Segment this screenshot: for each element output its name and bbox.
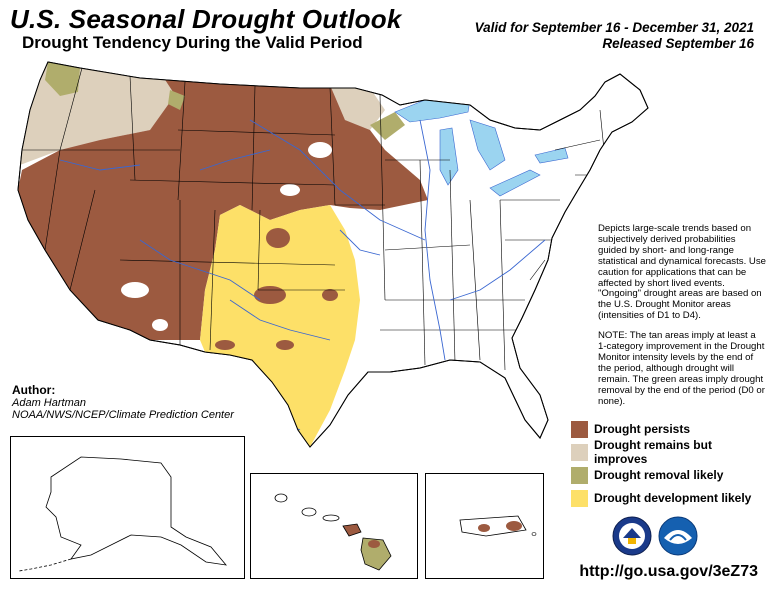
alaska-aleutians: [18, 558, 72, 572]
legend: Drought persists Drought remains but imp…: [571, 420, 768, 512]
rivers: [59, 119, 546, 431]
legend-label-improves: Drought remains but improves: [593, 438, 712, 466]
region-persists-ks-blob: [322, 289, 338, 301]
legend-label-removal: Drought removal likely: [594, 468, 724, 482]
region-development-south-central: [200, 205, 360, 447]
puerto-rico-inset: [425, 473, 544, 579]
author-label: Author:: [12, 383, 56, 397]
state-borders: [20, 67, 606, 371]
puerto-rico-drought-east: [506, 521, 522, 531]
region-none-nebraska: [280, 184, 300, 196]
reference-url[interactable]: http://go.usa.gov/3eZ73: [579, 563, 758, 580]
region-persists-west: [18, 72, 428, 340]
noaa-logo: [612, 516, 652, 556]
alaska-shape: [45, 456, 227, 566]
legend-swatch-removal: [571, 466, 588, 484]
region-improves-north-plains: [330, 85, 385, 130]
hawaii-island-big: [360, 537, 392, 571]
notes-description: Depicts large-scale trends based on subj…: [598, 223, 766, 322]
region-removal-montana: [168, 90, 185, 110]
region-persists-tx-blob: [276, 340, 294, 350]
author-name: Adam Hartman: [12, 396, 86, 409]
hawaii-big-island-drought: [368, 540, 380, 548]
map-subtitle: Drought Tendency During the Valid Period: [22, 33, 363, 52]
lake-ontario: [534, 147, 569, 164]
region-removal-washington: [45, 62, 80, 96]
map-title: U.S. Seasonal Drought Outlook: [10, 4, 402, 34]
legend-swatch-persists: [571, 420, 588, 438]
notes-panel: Depicts large-scale trends based on subj…: [598, 223, 766, 417]
region-none-wyoming: [308, 142, 332, 158]
legend-item-removal: Drought removal likely: [571, 466, 768, 484]
region-removal-lake-superior: [370, 112, 405, 140]
legend-item-improves: Drought remains but improves: [571, 438, 768, 466]
legend-label-development: Drought development likely: [594, 491, 752, 505]
region-persists-colorado-blob: [266, 228, 290, 248]
legend-swatch-improves: [571, 443, 588, 461]
lake-michigan: [439, 127, 459, 186]
hawaii-island-oahu: [301, 507, 317, 517]
region-persists-ok-blob: [254, 286, 286, 304]
hawaii-island-kauai: [274, 493, 288, 503]
legend-item-development: Drought development likely: [571, 489, 768, 507]
author-block: Author: Adam Hartman NOAA/NWS/NCEP/Clima…: [12, 384, 234, 422]
legend-item-persists: Drought persists: [571, 420, 768, 438]
notes-tan-green: NOTE: The tan areas imply at least a 1-c…: [598, 330, 765, 407]
lake-erie: [489, 169, 541, 197]
region-none-utah: [121, 282, 149, 298]
hawaii-island-molokai: [322, 514, 340, 522]
valid-period: Valid for September 16 - December 31, 20…: [475, 20, 754, 52]
valid-dates: Valid for September 16 - December 31, 20…: [474, 20, 754, 35]
hawaii-island-maui: [342, 523, 362, 537]
puerto-rico-shape: [459, 515, 527, 537]
legend-label-persists: Drought persists: [594, 422, 691, 436]
lake-huron: [469, 119, 506, 171]
legend-swatch-development: [571, 489, 588, 507]
hawaii-inset: [250, 473, 418, 579]
alaska-inset: [10, 436, 245, 579]
puerto-rico-drought-west: [478, 524, 490, 532]
nws-logo: [658, 516, 698, 556]
conus-outline: [17, 61, 649, 448]
virgin-islands: [531, 532, 537, 536]
region-none-arizona: [152, 319, 168, 331]
release-date: Released September 16: [602, 36, 754, 51]
region-persists-nm-blob: [215, 340, 235, 350]
author-org: NOAA/NWS/NCEP/Climate Prediction Center: [12, 409, 234, 421]
